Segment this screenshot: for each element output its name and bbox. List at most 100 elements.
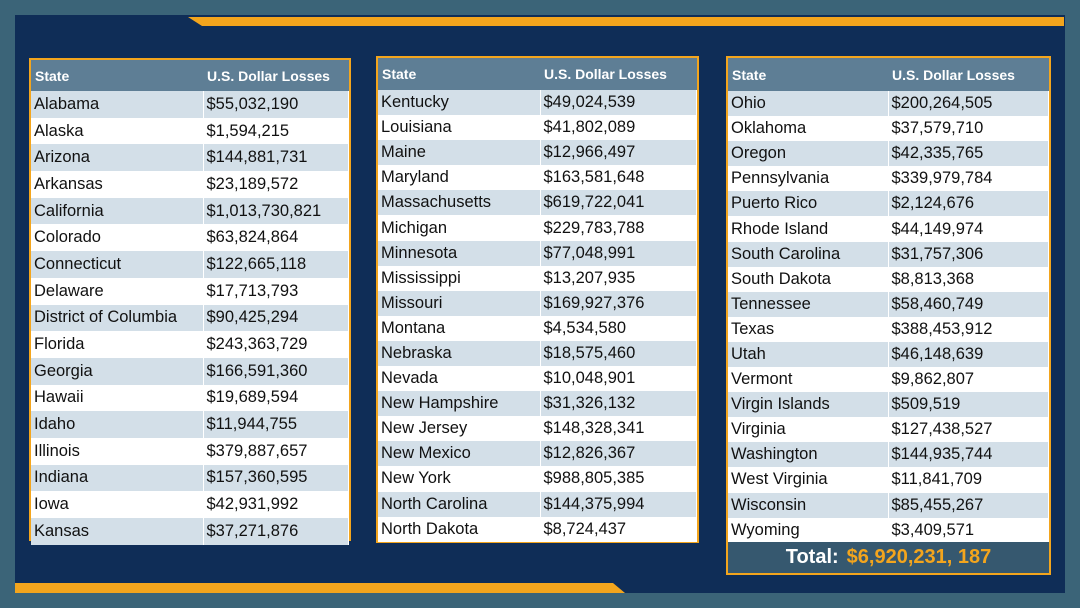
losses-cell: $1,013,730,821: [203, 197, 349, 225]
losses-column-header: U.S. Dollar Losses: [540, 58, 697, 90]
losses-cell: $2,124,676: [888, 191, 1049, 217]
losses-column-header: U.S. Dollar Losses: [888, 58, 1049, 91]
losses-cell: $31,757,306: [888, 241, 1049, 267]
table-row: Arizona $144,881,731: [31, 144, 349, 172]
table-row: Illinois $379,887,657: [31, 437, 349, 465]
state-cell: Pennsylvania: [728, 166, 889, 192]
losses-cell: $90,425,294: [203, 304, 349, 332]
state-cell: Washington: [728, 442, 889, 468]
accent-bar-top: [188, 17, 1064, 26]
table-row: Kentucky $49,024,539: [378, 90, 697, 116]
state-cell: New Hampshire: [378, 391, 541, 417]
losses-cell: $58,460,749: [888, 291, 1049, 317]
table-row: Indiana $157,360,595: [31, 464, 349, 492]
table-row: Hawaii $19,689,594: [31, 384, 349, 412]
losses-cell: $379,887,657: [203, 437, 349, 465]
state-cell: Wisconsin: [728, 492, 889, 518]
losses-cell: $23,189,572: [203, 171, 349, 198]
losses-cell: $85,455,267: [888, 492, 1049, 518]
state-cell: Virgin Islands: [728, 392, 889, 418]
state-cell: Connecticut: [31, 251, 204, 278]
state-cell: North Dakota: [378, 516, 541, 542]
table-row: North Dakota $8,724,437: [378, 516, 697, 542]
table-row: Mississippi $13,207,935: [378, 265, 697, 291]
losses-cell: $169,927,376: [540, 290, 697, 316]
losses-cell: $41,802,089: [540, 115, 697, 141]
state-cell: Iowa: [31, 491, 204, 518]
table-row: Missouri $169,927,376: [378, 290, 697, 316]
losses-cell: $122,665,118: [203, 251, 349, 278]
table-row: Alabama $55,032,190: [31, 91, 349, 118]
total-row: Total: $6,920,231, 187: [728, 542, 1049, 573]
losses-cell: $8,813,368: [888, 266, 1049, 292]
state-cell: District of Columbia: [31, 304, 204, 332]
losses-cell: $12,826,367: [540, 441, 697, 467]
table-row: Utah $46,148,639: [728, 341, 1049, 368]
losses-cell: $10,048,901: [540, 366, 697, 392]
losses-cell: $148,328,341: [540, 416, 697, 442]
table-row: Kansas $37,271,876: [31, 518, 349, 545]
table-row: Massachusetts $619,722,041: [378, 190, 697, 216]
losses-table-2: State U.S. Dollar Losses Kentucky $49,024…: [376, 56, 699, 543]
losses-cell: $13,207,935: [540, 265, 697, 291]
losses-cell: $18,575,460: [540, 340, 697, 367]
state-cell: South Dakota: [728, 266, 889, 292]
state-cell: Kansas: [31, 518, 204, 545]
state-column-header: State: [728, 58, 888, 91]
losses-cell: $144,881,731: [203, 144, 349, 172]
state-cell: Arizona: [31, 144, 204, 172]
state-cell: Rhode Island: [728, 216, 889, 242]
losses-cell: $11,944,755: [203, 411, 349, 438]
table-row: New York $988,805,385: [378, 466, 697, 492]
state-cell: Minnesota: [378, 240, 541, 266]
state-cell: Maine: [378, 140, 541, 166]
table-row: Oklahoma $37,579,710: [728, 116, 1049, 142]
table-row: South Carolina $31,757,306: [728, 241, 1049, 267]
state-cell: Kentucky: [378, 90, 541, 116]
table-row: Montana $4,534,580: [378, 315, 697, 341]
table-row: Tennessee $58,460,749: [728, 291, 1049, 317]
state-cell: New Jersey: [378, 416, 541, 442]
table-row: Delaware $17,713,793: [31, 277, 349, 305]
state-column-header: State: [31, 60, 203, 91]
table-row: Colorado $63,824,864: [31, 224, 349, 252]
table-row: Michigan $229,783,788: [378, 215, 697, 241]
table-row: District of Columbia $90,425,294: [31, 304, 349, 332]
state-cell: Michigan: [378, 215, 541, 241]
losses-cell: $144,935,744: [888, 442, 1049, 468]
table-row: Nebraska $18,575,460: [378, 340, 697, 367]
losses-cell: $157,360,595: [203, 464, 349, 492]
state-cell: Utah: [728, 341, 889, 368]
state-cell: Oklahoma: [728, 116, 889, 142]
losses-cell: $509,519: [888, 392, 1049, 418]
table-row: South Dakota $8,813,368: [728, 266, 1049, 292]
losses-cell: $11,841,709: [888, 467, 1049, 493]
table-row: Wyoming $3,409,571: [728, 517, 1049, 543]
table-row: Maine $12,966,497: [378, 140, 697, 166]
table-row: Ohio $200,264,505: [728, 91, 1049, 117]
losses-column-header: U.S. Dollar Losses: [203, 60, 349, 91]
losses-cell: $49,024,539: [540, 90, 697, 116]
state-cell: North Carolina: [378, 491, 541, 517]
table-row: Louisiana $41,802,089: [378, 115, 697, 141]
losses-cell: $31,326,132: [540, 391, 697, 417]
losses-cell: $229,783,788: [540, 215, 697, 241]
losses-cell: $243,363,729: [203, 331, 349, 358]
table-row: New Mexico $12,826,367: [378, 441, 697, 467]
table-row: North Carolina $144,375,994: [378, 491, 697, 517]
table-row: Florida $243,363,729: [31, 331, 349, 358]
table-row: Virginia $127,438,527: [728, 417, 1049, 443]
state-cell: Georgia: [31, 357, 204, 385]
losses-cell: $9,862,807: [888, 367, 1049, 393]
state-cell: Texas: [728, 316, 889, 342]
table-row: Vermont $9,862,807: [728, 367, 1049, 393]
state-cell: Montana: [378, 315, 541, 341]
losses-cell: $166,591,360: [203, 357, 349, 385]
table-row: Oregon $42,335,765: [728, 141, 1049, 167]
total-value: $6,920,231, 187: [846, 546, 992, 568]
losses-cell: $19,689,594: [203, 384, 349, 412]
losses-table-1: State U.S. Dollar Losses Alabama $55,032,…: [29, 58, 351, 545]
state-cell: Idaho: [31, 411, 204, 438]
losses-cell: $37,579,710: [888, 116, 1049, 142]
losses-cell: $12,966,497: [540, 140, 697, 166]
